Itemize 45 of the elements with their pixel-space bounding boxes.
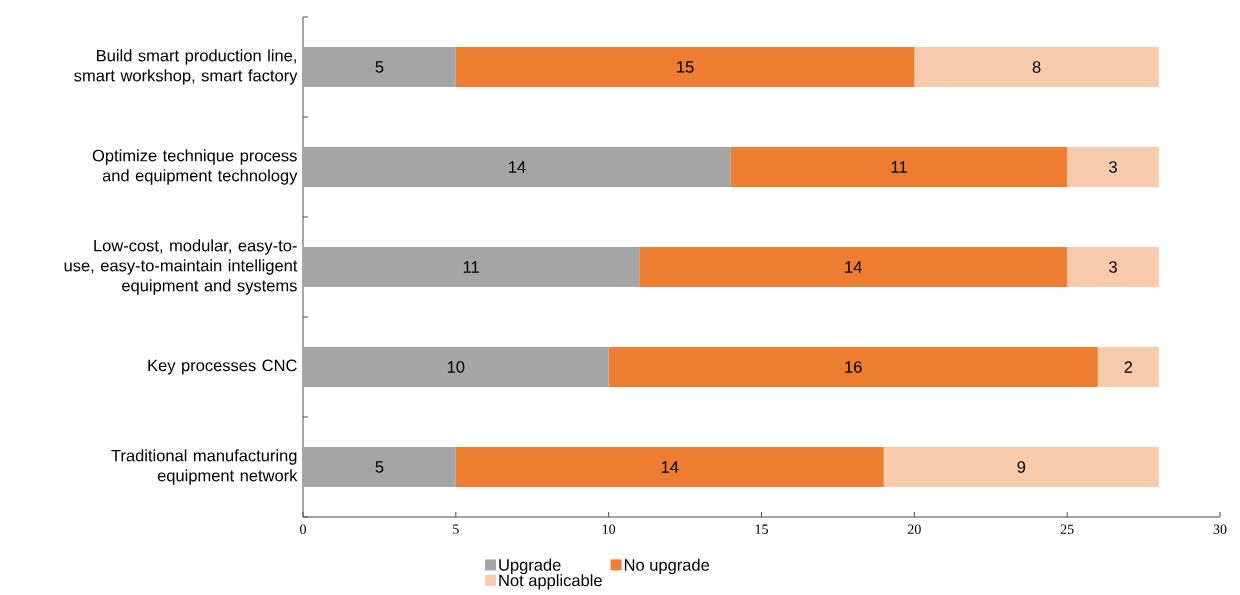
data-label: 11: [891, 161, 907, 173]
x-tick-label: 15: [755, 524, 768, 534]
y-tick-label: Optimize technique process and equipment technology: [92, 149, 298, 185]
data-label: 8: [1032, 61, 1041, 73]
data-label: 11: [463, 261, 479, 273]
y-tick-label: Low-cost, modular, easy-to-use, easy-to-maintain intelligent equipment and systems: [64, 239, 298, 295]
data-label: 10: [447, 361, 465, 373]
y-tick-label: Build smart production line, smart workshop, smart factory: [74, 49, 298, 85]
data-label: 14: [661, 461, 679, 473]
bar: [303, 347, 609, 388]
bar: [455, 47, 915, 87]
data-label: 5: [375, 61, 384, 73]
bar: [883, 447, 1159, 487]
bar: [455, 447, 884, 487]
x-tick-label: 30: [1213, 524, 1227, 534]
data-label: 9: [1017, 461, 1026, 473]
bar: [303, 447, 456, 487]
data-label: 2: [1124, 361, 1133, 373]
legend-label: No upgrade: [624, 558, 710, 575]
x-tick-label: 20: [907, 524, 921, 534]
data-label: 14: [845, 261, 862, 273]
bar: [730, 147, 1068, 187]
data-label: 3: [1109, 161, 1117, 173]
bar: [1097, 347, 1159, 388]
legend-label: Not applicable: [499, 574, 602, 590]
data-label: 15: [677, 61, 694, 73]
x-tick-label: 10: [602, 524, 616, 534]
bar: [1067, 247, 1159, 287]
x-tick-label: 5: [453, 524, 459, 534]
bar: [1067, 147, 1159, 187]
bar: [303, 247, 640, 287]
bar: [303, 147, 731, 187]
bar: [608, 347, 1098, 388]
y-tick-label: Key processes CNC: [148, 359, 297, 375]
bar: [639, 247, 1068, 287]
bar: [303, 47, 456, 87]
y-tick-label: Traditional manufacturing equipment network: [111, 449, 298, 485]
legend-label: Upgrade: [499, 558, 561, 575]
bar: [914, 47, 1159, 87]
data-label: 3: [1109, 261, 1117, 273]
x-tick-label: 0: [300, 524, 306, 534]
x-tick-label: 25: [1060, 524, 1074, 534]
data-label: 14: [509, 161, 526, 173]
data-label: 5: [375, 461, 384, 473]
data-label: 16: [845, 361, 862, 373]
